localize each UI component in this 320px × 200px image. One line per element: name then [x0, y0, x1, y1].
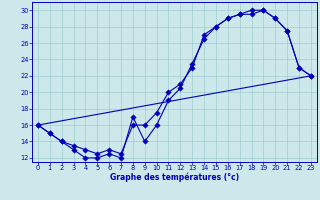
X-axis label: Graphe des températures (°c): Graphe des températures (°c) [110, 173, 239, 182]
